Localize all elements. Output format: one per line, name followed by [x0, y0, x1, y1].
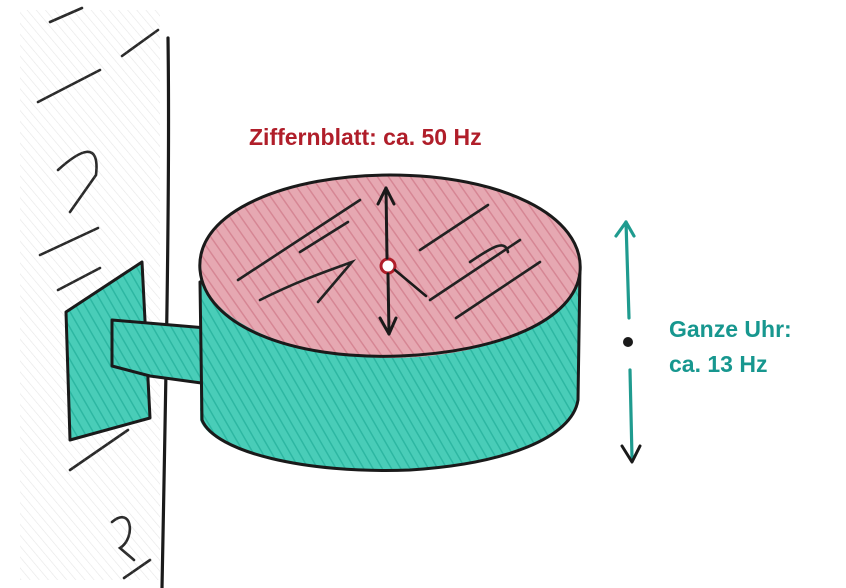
dial-center-icon	[379, 257, 397, 275]
whole-clock-arrow-lower-head-icon	[620, 444, 642, 464]
clock-dial	[198, 173, 582, 358]
whole-clock-center-dot-icon	[623, 337, 633, 347]
clock-hand	[393, 268, 428, 298]
wall-line	[160, 36, 171, 588]
whole-clock-frequency-label-title: Ganze Uhr:	[669, 316, 792, 342]
dial-scribbles	[236, 198, 542, 320]
whole-clock-frequency-label-value: ca. 13 Hz	[669, 351, 768, 377]
dial-vibration-arrow-icon	[376, 186, 398, 336]
whole-clock-vibration-arrow-icon	[614, 220, 636, 460]
dial-frequency-label: Ziffernblatt: ca. 50 Hz	[249, 124, 482, 150]
mounting-plate	[64, 260, 152, 442]
